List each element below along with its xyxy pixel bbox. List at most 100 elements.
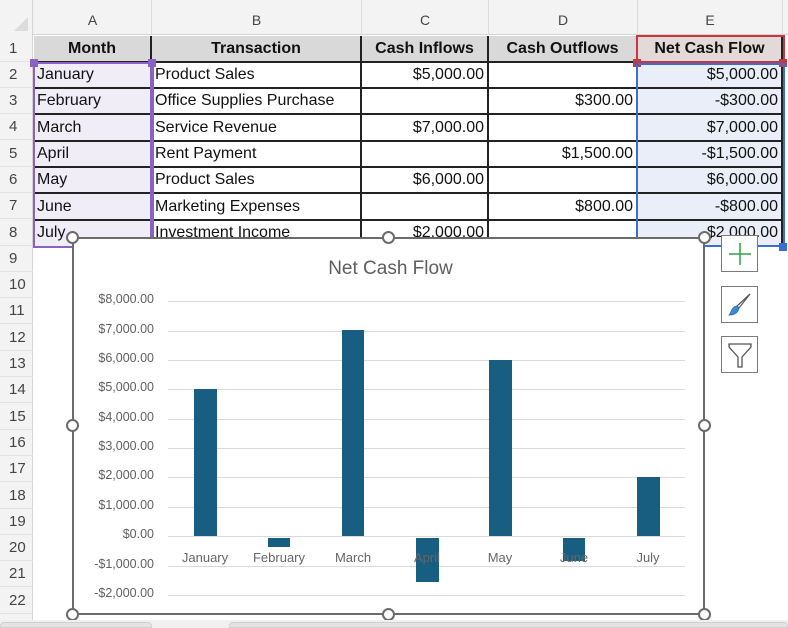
column-header-e[interactable]: E — [638, 0, 783, 35]
y-axis-tick: $1,000.00 — [98, 498, 154, 512]
row-header-8[interactable]: 8 — [0, 219, 33, 246]
cell-month[interactable]: January — [34, 63, 152, 89]
cell-outflows[interactable]: $1,500.00 — [489, 142, 638, 168]
bar-april[interactable] — [416, 538, 439, 582]
column-header-bar: A B C D E — [0, 0, 788, 35]
row-header-18[interactable]: 18 — [0, 482, 33, 509]
cell-outflows[interactable] — [489, 168, 638, 194]
cell-inflows[interactable] — [362, 194, 489, 221]
x-axis-label: February — [252, 550, 306, 565]
net-cash-flow-chart[interactable]: Net Cash Flow $8,000.00 $7,000.00 $6,000… — [72, 237, 705, 615]
range-handle[interactable] — [633, 59, 641, 67]
row-header-1[interactable]: 1 — [0, 35, 33, 62]
row-header-19[interactable]: 19 — [0, 509, 33, 535]
row-header-14[interactable]: 14 — [0, 377, 33, 403]
cell-transaction[interactable]: Investment Income — [152, 221, 362, 247]
funnel-icon — [727, 342, 752, 368]
cell-inflows[interactable]: $6,000.00 — [362, 168, 489, 194]
select-all-button[interactable] — [0, 0, 33, 35]
cell-transaction[interactable]: Service Revenue — [152, 115, 362, 142]
bar-may[interactable] — [489, 360, 512, 536]
cell-net[interactable]: $6,000.00 — [638, 168, 783, 194]
row-header-20[interactable]: 20 — [0, 535, 33, 561]
gridline — [168, 595, 685, 596]
header-cell-month[interactable]: Month — [34, 36, 152, 63]
resize-handle-top[interactable] — [382, 231, 395, 244]
cell-inflows[interactable]: $5,000.00 — [362, 63, 489, 89]
cell-transaction[interactable]: Product Sales — [152, 63, 362, 89]
row-header-10[interactable]: 10 — [0, 272, 33, 298]
row-header-3[interactable]: 3 — [0, 88, 33, 114]
row-header-17[interactable]: 17 — [0, 456, 33, 482]
row-header-15[interactable]: 15 — [0, 403, 33, 430]
row-header-6[interactable]: 6 — [0, 167, 33, 193]
bar-january[interactable] — [194, 389, 217, 536]
column-header-c[interactable]: C — [362, 0, 489, 35]
cell-month[interactable]: April — [34, 142, 152, 168]
y-axis-tick: $6,000.00 — [98, 351, 154, 365]
range-handle[interactable] — [30, 59, 38, 67]
select-all-triangle-icon — [14, 17, 28, 31]
chart-elements-button[interactable] — [721, 235, 758, 272]
resize-handle-left[interactable] — [66, 419, 79, 432]
bar-march[interactable] — [342, 330, 364, 536]
cell-outflows[interactable] — [489, 115, 638, 142]
cell-net[interactable]: $7,000.00 — [638, 115, 783, 142]
resize-handle-right[interactable] — [698, 419, 711, 432]
cell-transaction[interactable]: Office Supplies Purchase — [152, 89, 362, 115]
cell-outflows[interactable]: $300.00 — [489, 89, 638, 115]
y-axis-tick: $4,000.00 — [98, 410, 154, 424]
cell-outflows[interactable]: $800.00 — [489, 194, 638, 221]
column-header-b[interactable]: B — [152, 0, 362, 35]
cell-month[interactable]: May — [34, 168, 152, 194]
cell-inflows[interactable]: $2,000.00 — [362, 221, 489, 247]
column-header-a[interactable]: A — [34, 0, 152, 35]
header-cell-net-cash-flow[interactable]: Net Cash Flow — [638, 36, 783, 63]
y-axis-tick: -$1,000.00 — [94, 557, 154, 571]
row-header-5[interactable]: 5 — [0, 140, 33, 167]
cell-inflows[interactable]: $7,000.00 — [362, 115, 489, 142]
row-header-9[interactable]: 9 — [0, 246, 33, 272]
bar-june[interactable] — [563, 538, 585, 561]
cell-inflows[interactable] — [362, 142, 489, 168]
header-cell-cash-outflows[interactable]: Cash Outflows — [489, 36, 638, 63]
horizontal-scrollbar[interactable] — [229, 622, 788, 628]
range-handle[interactable] — [779, 59, 787, 67]
row-header-22[interactable]: 22 — [0, 587, 33, 614]
cell-transaction[interactable]: Rent Payment — [152, 142, 362, 168]
cell-inflows[interactable] — [362, 89, 489, 115]
bar-july[interactable] — [637, 477, 660, 536]
header-cell-cash-inflows[interactable]: Cash Inflows — [362, 36, 489, 63]
range-handle[interactable] — [148, 59, 156, 67]
cell-net[interactable]: -$300.00 — [638, 89, 783, 115]
chart-title[interactable]: Net Cash Flow — [328, 258, 453, 279]
row-header-7[interactable]: 7 — [0, 193, 33, 219]
row-header-11[interactable]: 11 — [0, 298, 33, 324]
row-header-13[interactable]: 13 — [0, 351, 33, 377]
row-header-4[interactable]: 4 — [0, 114, 33, 140]
cell-month[interactable]: June — [34, 194, 152, 221]
chart-filters-button[interactable] — [721, 336, 758, 373]
resize-handle-top-right[interactable] — [698, 231, 711, 244]
cell-month[interactable]: March — [34, 115, 152, 142]
cell-month[interactable]: February — [34, 89, 152, 115]
cell-net[interactable]: $5,000.00 — [638, 63, 783, 89]
range-handle[interactable] — [779, 243, 787, 251]
row-header-21[interactable]: 21 — [0, 561, 33, 587]
resize-handle-top-left[interactable] — [66, 231, 79, 244]
gridline — [168, 389, 685, 390]
header-cell-transaction[interactable]: Transaction — [152, 36, 362, 63]
bar-february[interactable] — [268, 538, 290, 547]
column-header-d[interactable]: D — [489, 0, 638, 35]
chart-styles-button[interactable] — [721, 286, 758, 323]
cell-net[interactable]: -$1,500.00 — [638, 142, 783, 168]
cell-net[interactable]: -$800.00 — [638, 194, 783, 221]
cell-outflows[interactable] — [489, 63, 638, 89]
row-header-12[interactable]: 12 — [0, 324, 33, 351]
row-header-2[interactable]: 2 — [0, 62, 33, 88]
cell-transaction[interactable]: Marketing Expenses — [152, 194, 362, 221]
sheet-tab[interactable] — [0, 622, 152, 628]
cell-transaction[interactable]: Product Sales — [152, 168, 362, 194]
paintbrush-icon — [727, 293, 750, 315]
row-header-16[interactable]: 16 — [0, 430, 33, 456]
